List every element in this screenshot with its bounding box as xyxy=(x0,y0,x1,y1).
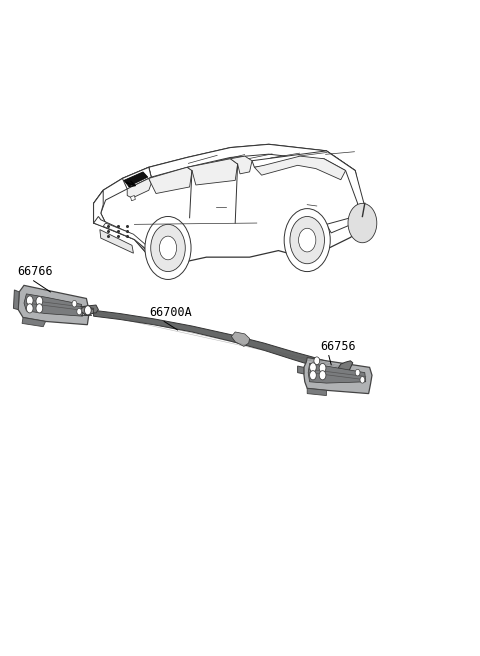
Polygon shape xyxy=(338,361,353,373)
Polygon shape xyxy=(94,216,149,256)
Circle shape xyxy=(355,369,360,376)
Polygon shape xyxy=(122,167,151,189)
Polygon shape xyxy=(94,167,151,223)
Polygon shape xyxy=(149,167,192,194)
Text: 66766: 66766 xyxy=(17,265,52,278)
Circle shape xyxy=(36,304,43,313)
Polygon shape xyxy=(83,305,98,315)
Text: 66700A: 66700A xyxy=(149,306,192,319)
Polygon shape xyxy=(94,144,365,262)
Polygon shape xyxy=(124,172,148,186)
Circle shape xyxy=(284,209,330,272)
Polygon shape xyxy=(308,363,366,383)
Polygon shape xyxy=(127,178,151,198)
Circle shape xyxy=(319,363,326,373)
Circle shape xyxy=(26,296,33,305)
Polygon shape xyxy=(94,190,106,223)
Polygon shape xyxy=(81,306,94,315)
Polygon shape xyxy=(149,144,355,177)
Circle shape xyxy=(310,363,316,372)
Polygon shape xyxy=(304,358,372,394)
Polygon shape xyxy=(94,310,343,375)
Circle shape xyxy=(299,228,316,252)
Polygon shape xyxy=(13,290,19,310)
Polygon shape xyxy=(18,285,89,325)
Text: 66756: 66756 xyxy=(320,340,356,353)
Circle shape xyxy=(84,306,91,315)
Circle shape xyxy=(310,371,316,380)
Polygon shape xyxy=(252,151,365,233)
Polygon shape xyxy=(254,156,346,180)
Circle shape xyxy=(314,357,320,365)
Circle shape xyxy=(290,216,324,264)
Polygon shape xyxy=(187,159,238,185)
Polygon shape xyxy=(230,156,252,174)
Circle shape xyxy=(360,377,365,383)
Circle shape xyxy=(348,203,377,243)
Circle shape xyxy=(72,300,77,307)
Polygon shape xyxy=(100,230,133,253)
Circle shape xyxy=(319,371,326,380)
Polygon shape xyxy=(298,366,304,374)
Polygon shape xyxy=(131,195,135,201)
Circle shape xyxy=(36,297,43,306)
Polygon shape xyxy=(231,332,250,346)
Circle shape xyxy=(77,308,82,315)
Polygon shape xyxy=(24,294,83,316)
Polygon shape xyxy=(103,223,148,251)
Circle shape xyxy=(159,236,177,260)
Circle shape xyxy=(151,224,185,272)
Circle shape xyxy=(26,304,33,313)
Circle shape xyxy=(145,216,191,279)
Polygon shape xyxy=(307,388,326,396)
Polygon shape xyxy=(22,318,46,327)
